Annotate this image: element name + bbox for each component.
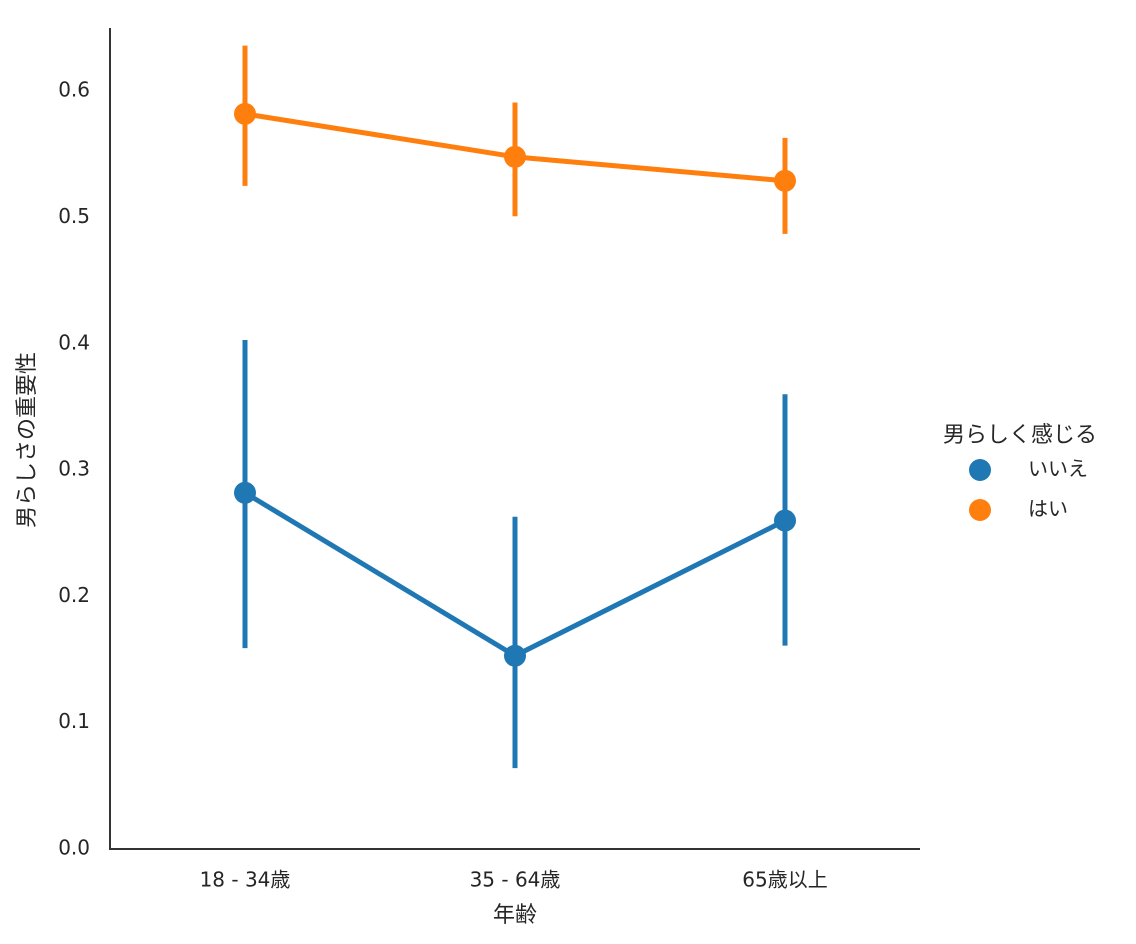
point	[504, 644, 526, 667]
legend-marker	[969, 499, 991, 521]
point	[774, 509, 796, 532]
x-tick-label: 65歳以上	[742, 868, 827, 892]
point	[234, 102, 256, 125]
legend-title: 男らしく感じる	[943, 423, 1097, 448]
y-tick-label: 0.2	[58, 583, 90, 607]
y-tick-label: 0.1	[58, 709, 90, 733]
point	[774, 169, 796, 192]
y-axis-label: 男らしさの重要性	[15, 352, 40, 528]
y-tick-label: 0.0	[58, 836, 90, 860]
y-tick-label: 0.4	[58, 330, 90, 354]
y-tick-label: 0.6	[58, 78, 90, 102]
legend-label: いいえ	[1028, 457, 1088, 481]
point	[234, 481, 256, 504]
y-tick-label: 0.5	[58, 204, 90, 228]
legend-label: はい	[1028, 497, 1068, 521]
legend-marker	[969, 459, 991, 481]
point	[504, 145, 526, 168]
x-axis-label: 年齢	[493, 903, 537, 928]
y-tick-label: 0.3	[58, 457, 90, 481]
x-tick-label: 35 - 64歳	[470, 868, 561, 892]
x-tick-label: 18 - 34歳	[200, 868, 291, 892]
